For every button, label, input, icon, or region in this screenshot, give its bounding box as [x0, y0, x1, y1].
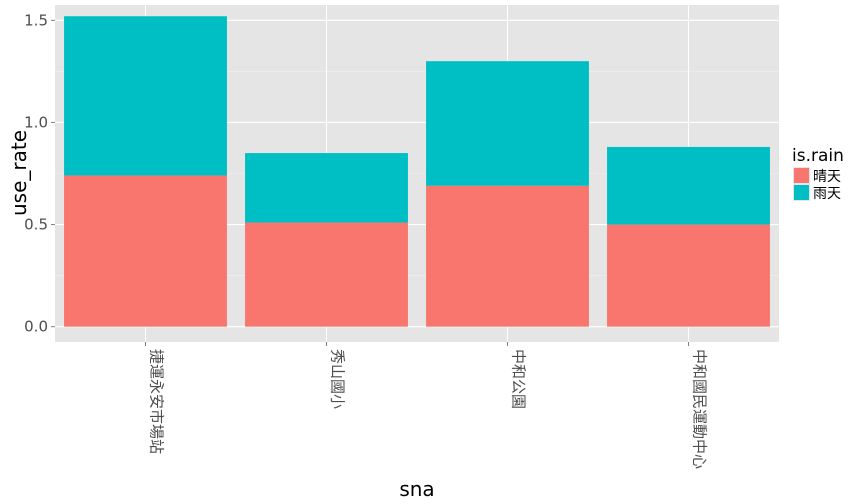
y-axis-title: use_rate	[7, 130, 31, 216]
y-tick-label: 1.0	[24, 113, 48, 131]
bar-rainy-1	[245, 153, 408, 223]
bars	[64, 16, 770, 327]
legend: is.rain 晴天 雨天	[792, 146, 844, 202]
bar-sunny-0	[64, 175, 227, 327]
legend-label-sunny: 晴天	[813, 169, 841, 185]
legend-swatch-sunny	[794, 168, 809, 183]
y-axis-ticks: 0.0 0.5 1.0 1.5	[24, 11, 55, 336]
x-axis-ticks: 捷運永安市場站 秀山國小 中和公園 中和國民運動中心	[145, 342, 709, 469]
x-tick-label: 捷運永安市場站	[148, 349, 166, 454]
y-tick-label: 0.0	[24, 318, 48, 336]
legend-label-rainy: 雨天	[813, 186, 841, 202]
bar-rainy-0	[64, 16, 227, 176]
legend-swatch-rainy	[794, 185, 809, 200]
x-axis-title: sna	[399, 477, 434, 501]
bar-sunny-3	[607, 224, 770, 327]
y-tick-label: 1.5	[24, 11, 48, 29]
x-tick-label: 中和公園	[510, 349, 528, 409]
y-tick-label: 0.5	[24, 216, 48, 234]
x-tick-label: 秀山國小	[329, 349, 347, 409]
bar-sunny-1	[245, 222, 408, 327]
x-tick-label: 中和國民運動中心	[691, 349, 709, 469]
legend-title: is.rain	[792, 146, 844, 166]
bar-sunny-2	[426, 185, 589, 327]
bar-rainy-2	[426, 61, 589, 186]
bar-rainy-3	[607, 146, 770, 225]
